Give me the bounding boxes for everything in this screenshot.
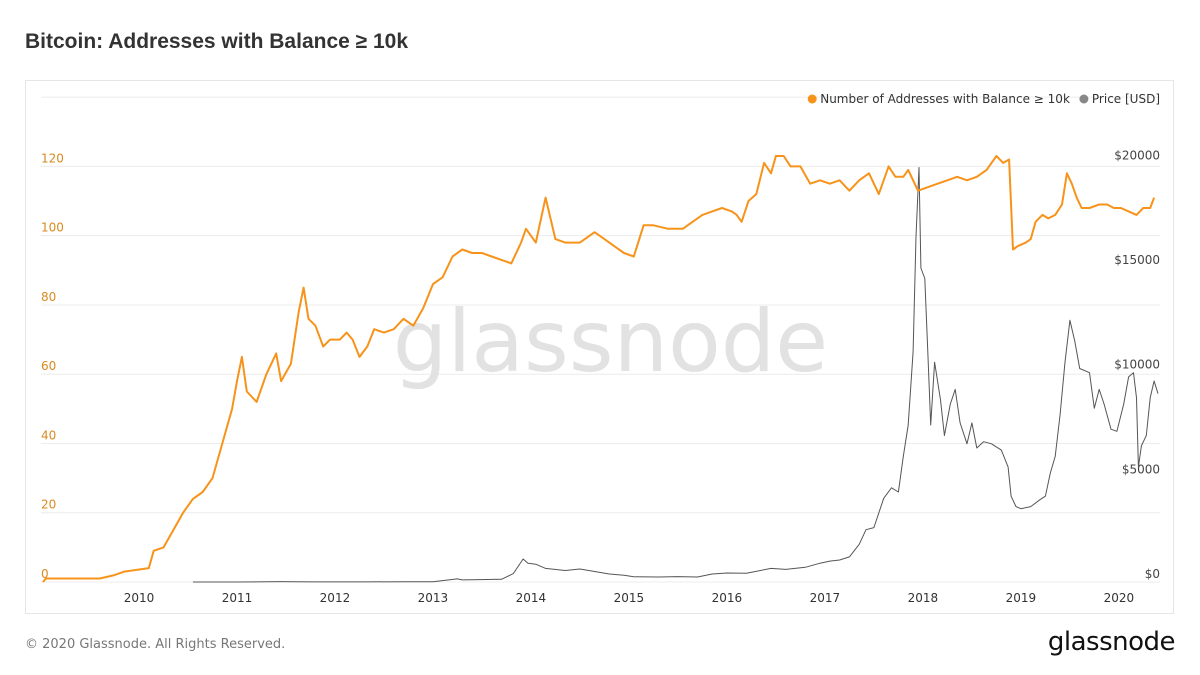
- legend-marker-addresses: [807, 94, 817, 104]
- x-tick-label-2019: 2019: [1006, 591, 1037, 605]
- x-tick-label-2015: 2015: [614, 591, 645, 605]
- glassnode-logo[interactable]: glassnode: [1047, 627, 1176, 657]
- chart-frame: glassnode 0 20 40 60 80 100 120 $0 $5000 $10000 $15…: [25, 80, 1174, 614]
- left-tick-label-20: 20: [41, 498, 56, 512]
- left-tick-label-40: 40: [41, 428, 56, 442]
- right-tick-label-20000: $20000: [1114, 148, 1160, 162]
- left-tick-label-120: 120: [41, 151, 64, 165]
- right-tick-label-0: $0: [1145, 567, 1160, 581]
- x-tick-label-2020: 2020: [1104, 591, 1135, 605]
- left-tick-label-80: 80: [41, 290, 56, 304]
- x-tick-label-2016: 2016: [712, 591, 743, 605]
- x-tick-label-2012: 2012: [320, 591, 351, 605]
- left-tick-label-0: 0: [41, 567, 49, 581]
- chart-title: Bitcoin: Addresses with Balance ≥ 10k: [25, 30, 409, 53]
- legend-label-addresses: Number of Addresses with Balance ≥ 10k: [820, 92, 1070, 106]
- price-series-line: [192, 167, 1159, 583]
- x-tick-label-2017: 2017: [810, 591, 841, 605]
- right-tick-label-10000: $10000: [1114, 358, 1160, 372]
- watermark-text: glassnode: [393, 292, 828, 392]
- left-tick-label-100: 100: [41, 221, 64, 235]
- left-tick-label-60: 60: [41, 359, 56, 373]
- x-tick-label-2011: 2011: [222, 591, 253, 605]
- chart-area[interactable]: glassnode 0 20 40 60 80 100 120 $0 $5000 $10000 $15…: [26, 81, 1175, 615]
- x-tick-label-2014: 2014: [516, 591, 547, 605]
- right-tick-label-5000: $5000: [1122, 462, 1160, 476]
- addresses-series-line: [42, 155, 1156, 583]
- x-tick-label-2013: 2013: [418, 591, 449, 605]
- legend-label-price: Price [USD]: [1092, 92, 1160, 106]
- legend-marker-price: [1079, 94, 1089, 104]
- x-tick-label-2018: 2018: [908, 591, 939, 605]
- x-tick-label-2010: 2010: [124, 591, 155, 605]
- right-tick-label-15000: $15000: [1114, 253, 1160, 267]
- copyright-text: © 2020 Glassnode. All Rights Reserved.: [25, 637, 286, 652]
